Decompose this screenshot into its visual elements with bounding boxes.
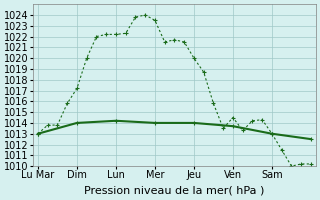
X-axis label: Pression niveau de la mer( hPa ): Pression niveau de la mer( hPa ) — [84, 186, 265, 196]
